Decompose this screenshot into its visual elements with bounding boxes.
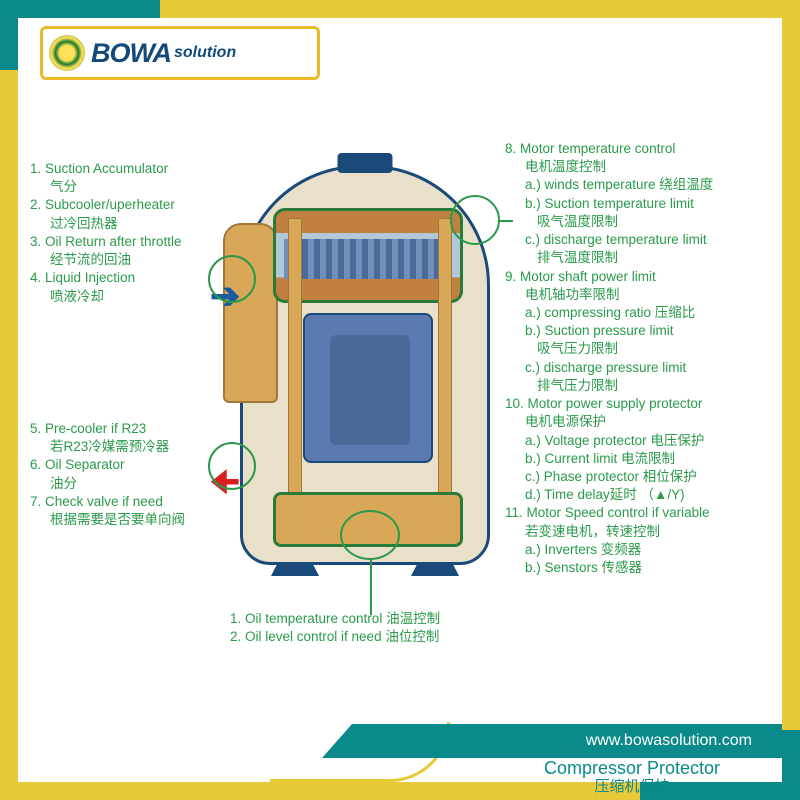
label-line: 电机电源保护 — [505, 413, 780, 431]
label-line: a.) Voltage protector 电压保护 — [505, 432, 780, 450]
label-line: b.) Current limit 电流限制 — [505, 450, 780, 468]
foot-left — [271, 562, 319, 576]
callout-motor — [450, 195, 500, 245]
logo-icon — [49, 35, 85, 71]
label-line: 吸气压力限制 — [505, 340, 780, 358]
top-cap — [338, 153, 393, 173]
label-line: 电机轴功率限制 — [505, 286, 780, 304]
label-line: 过冷回热器 — [30, 215, 225, 233]
label-line: 排气温度限制 — [505, 249, 780, 267]
label-line: b.) Suction temperature limit — [505, 195, 780, 213]
compression-block — [303, 313, 433, 463]
label-line: 7. Check valve if need — [30, 493, 225, 511]
label-line: c.) Phase protector 相位保护 — [505, 468, 780, 486]
title-cn: 压缩机保护 — [482, 779, 782, 796]
label-line: 喷液冷却 — [30, 288, 225, 306]
footer-url: www.bowasolution.com — [586, 732, 752, 750]
label-line: 10. Motor power supply protector — [505, 395, 780, 413]
label-line: 气分 — [30, 178, 225, 196]
label-line: 8. Motor temperature control — [505, 140, 780, 158]
label-line: 1. Suction Accumulator — [30, 160, 225, 178]
label-line: 经节流的回油 — [30, 251, 225, 269]
label-line: 电机温度控制 — [505, 158, 780, 176]
callout-oil — [340, 510, 400, 560]
piston-block — [330, 335, 410, 445]
label-line: 6. Oil Separator — [30, 456, 225, 474]
label-line: 4. Liquid Injection — [30, 269, 225, 287]
labels-right: 8. Motor temperature control电机温度控制a.) wi… — [505, 140, 780, 577]
label-line: 2. Oil level control if need 油位控制 — [230, 628, 580, 646]
label-line: 排气压力限制 — [505, 377, 780, 395]
title-en: Compressor Protector — [482, 759, 782, 779]
label-line: c.) discharge temperature limit — [505, 231, 780, 249]
oil-pipe-right — [438, 218, 452, 498]
label-line: 5. Pre-cooler if R23 — [30, 420, 225, 438]
label-line: 根据需要是否要单向阀 — [30, 511, 225, 529]
label-line: 3. Oil Return after throttle — [30, 233, 225, 251]
label-line: b.) Suction pressure limit — [505, 322, 780, 340]
label-line: d.) Time delay延时 （▲/Y) — [505, 486, 780, 504]
title-block: Compressor Protector 压缩机保护 — [482, 758, 782, 800]
footer-url-banner: www.bowasolution.com — [322, 724, 782, 758]
label-line: c.) discharge pressure limit — [505, 359, 780, 377]
label-line: 2. Subcooler/uperheater — [30, 196, 225, 214]
label-line: 9. Motor shaft power limit — [505, 268, 780, 286]
oil-pipe-left — [288, 218, 302, 498]
brand-header: BOWA solution — [40, 26, 320, 80]
label-line: b.) Senstors 传感器 — [505, 559, 780, 577]
labels-bottom: 1. Oil temperature control 油温控制2. Oil le… — [230, 610, 580, 646]
label-line: a.) compressing ratio 压缩比 — [505, 304, 780, 322]
labels-left-lower: 5. Pre-cooler if R23若R23冷媒需预冷器6. Oil Sep… — [30, 420, 225, 529]
label-line: a.) Inverters 变频器 — [505, 541, 780, 559]
label-line: 油分 — [30, 475, 225, 493]
label-line: 1. Oil temperature control 油温控制 — [230, 610, 580, 628]
motor-windings — [284, 239, 452, 279]
label-line: 11. Motor Speed control if variable — [505, 504, 780, 522]
labels-left-upper: 1. Suction Accumulator气分2. Subcooler/upe… — [30, 160, 225, 306]
leader-oil — [370, 560, 372, 615]
label-line: 若变速电机，转速控制 — [505, 523, 780, 541]
label-line: a.) winds temperature 绕组温度 — [505, 176, 780, 194]
foot-right — [411, 562, 459, 576]
label-line: 吸气温度限制 — [505, 213, 780, 231]
content-area: ➔ 🠈 1. Suction Accumulator气分2. Subcooler… — [30, 100, 770, 720]
brand-suffix: solution — [174, 44, 236, 62]
compressor-diagram: ➔ 🠈 — [220, 140, 510, 615]
label-line: 若R23冷媒需预冷器 — [30, 438, 225, 456]
brand-name: BOWA — [91, 38, 171, 69]
